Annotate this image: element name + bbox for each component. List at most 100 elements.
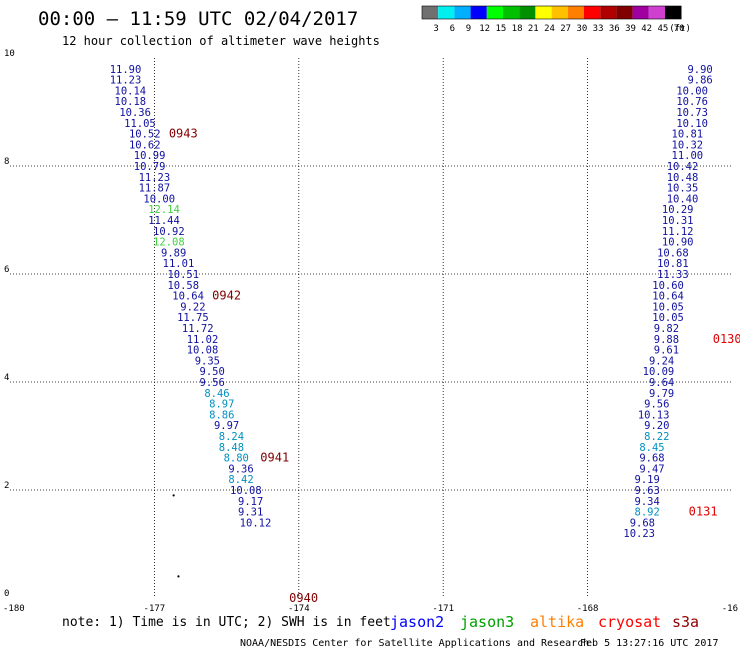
wave-height-label: 11.05: [124, 118, 156, 130]
wave-height-label: 9.56: [644, 399, 669, 411]
time-label: 0943: [169, 127, 198, 141]
wave-height-label: 10.29: [662, 204, 694, 216]
legend-frame: [421, 5, 682, 20]
x-tick-label: -168: [577, 604, 599, 614]
legend-label: 21: [528, 24, 539, 34]
satellite-name: jason3: [460, 613, 514, 631]
wave-height-label: 8.97: [209, 399, 234, 411]
legend-label: 9: [466, 24, 471, 34]
wave-height-label: 10.51: [167, 269, 199, 281]
x-tick-label: -180: [3, 604, 25, 614]
wave-height-label: 10.14: [115, 85, 147, 97]
wave-height-label: 9.36: [228, 463, 253, 475]
legend-label: 33: [593, 24, 604, 34]
wave-height-label: 10.40: [667, 193, 699, 205]
wave-height-label: 9.82: [654, 323, 679, 335]
wave-height-label: 9.63: [635, 485, 660, 497]
wave-height-label: 11.33: [657, 269, 689, 281]
legend-label: 18: [512, 24, 523, 34]
map-grid: [10, 58, 732, 598]
legend-swatch: [665, 6, 682, 19]
wave-height-label: 10.10: [676, 118, 708, 130]
time-labels: 094309420941094000101300131: [169, 127, 740, 605]
wave-height-label: 10.00: [676, 85, 708, 97]
wave-height-label: 10.05: [652, 301, 684, 313]
wave-height-label: 8.22: [644, 431, 669, 443]
wave-height-label: 11.02: [187, 334, 219, 346]
wave-height-label: 9.86: [687, 75, 712, 87]
wave-height-label: 8.92: [635, 507, 660, 519]
legend-swatch: [551, 6, 568, 19]
wave-height-label: 9.24: [649, 355, 674, 367]
track-right: 9.909.8610.0010.7610.7310.1010.8110.3211…: [623, 64, 712, 540]
wave-height-label: 9.90: [687, 64, 712, 76]
legend-label: 39: [625, 24, 636, 34]
y-tick-label: 0: [4, 589, 9, 599]
legend-unit: (ft): [669, 24, 691, 34]
wave-height-label: 11.75: [177, 312, 209, 324]
time-label: 0130: [713, 332, 740, 346]
wave-height-label: 9.56: [200, 377, 225, 389]
wave-height-label: 10.23: [623, 528, 655, 540]
wave-height-label: 10.42: [667, 161, 699, 173]
time-label: 0941: [260, 451, 289, 465]
wave-height-label: 8.48: [219, 442, 244, 454]
y-tick-label: 6: [4, 265, 9, 275]
footer-credit: NOAA/NESDIS Center for Satellite Applica…: [240, 638, 589, 649]
wave-height-label: 9.34: [635, 496, 660, 508]
legend-swatch: [535, 6, 552, 19]
legend-label: 45: [657, 24, 668, 34]
wave-height-label: 11.01: [163, 258, 195, 270]
wave-height-label: 9.22: [180, 301, 205, 313]
wave-height-label: 9.35: [195, 355, 220, 367]
wave-height-label: 9.19: [635, 474, 660, 486]
wave-height-label: 10.81: [657, 258, 689, 270]
wave-height-label: 10.60: [652, 280, 684, 292]
satellite-name: cryosat: [598, 613, 661, 631]
axis-ticks: -180 -177 -174 -171 -168 -16 0 2 4 6 8 10: [3, 49, 738, 614]
time-label: 0942: [212, 289, 241, 303]
satellite-name: altika: [530, 613, 584, 631]
x-tick-label: -171: [432, 604, 454, 614]
wave-height-label: 9.17: [238, 496, 263, 508]
sample-dot: [172, 494, 175, 497]
wave-height-label: 10.81: [672, 129, 704, 141]
satellite-name: s3a: [672, 613, 699, 631]
legend-swatch: [600, 6, 617, 19]
legend-label: 24: [544, 24, 555, 34]
legend-label: 6: [450, 24, 455, 34]
wave-height-label: 9.64: [649, 377, 674, 389]
legend-swatch: [648, 6, 665, 19]
y-tick-label: 10: [4, 49, 15, 59]
legend-label: 42: [641, 24, 652, 34]
legend-swatch: [567, 6, 584, 19]
y-tick-label: 2: [4, 481, 9, 491]
satellite-name: jason2: [390, 613, 444, 631]
legend-swatch: [632, 6, 649, 19]
wave-height-label: 8.45: [639, 442, 664, 454]
wave-height-label: 10.05: [652, 312, 684, 324]
wave-height-label: 8.42: [228, 474, 253, 486]
wave-height-label: 9.97: [214, 420, 239, 432]
legend-swatch: [438, 6, 455, 19]
wave-height-label: 9.31: [238, 507, 263, 519]
wave-height-label: 11.23: [110, 75, 142, 87]
y-tick-label: 4: [4, 373, 9, 383]
wave-height-label: 10.08: [230, 485, 262, 497]
legend-label: 15: [495, 24, 506, 34]
legend-label: 27: [560, 24, 571, 34]
wave-height-label: 10.31: [662, 215, 694, 227]
wave-height-label: 10.99: [134, 150, 166, 162]
legend-swatch: [503, 6, 520, 19]
wave-height-label: 11.44: [148, 215, 180, 227]
wave-height-label: 11.90: [110, 64, 142, 76]
wave-height-label: 8.80: [224, 453, 249, 465]
wave-height-label: 10.12: [240, 517, 272, 529]
y-tick-label: 8: [4, 157, 9, 167]
legend-swatch: [519, 6, 536, 19]
wave-height-label: 10.92: [153, 226, 185, 238]
legend-swatch: [422, 6, 439, 19]
wave-height-label: 12.08: [153, 237, 185, 249]
wave-height-label: 9.88: [654, 334, 679, 346]
